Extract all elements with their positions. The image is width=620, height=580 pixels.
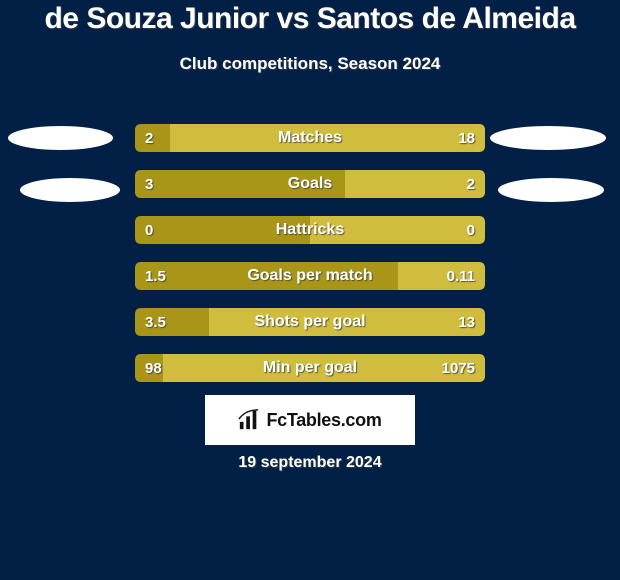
logo-text: FcTables.com	[266, 410, 381, 431]
comparison-bars: 218Matches 32Goals 00Hattricks 1.50.11Goals…	[135, 124, 485, 400]
bar-segment-right	[163, 354, 485, 382]
bar-segment-left	[135, 216, 310, 244]
bar-row: 218Matches	[135, 124, 485, 152]
bar-segment-right	[398, 262, 486, 290]
bar-row: 32Goals	[135, 170, 485, 198]
bar-row: 981075Min per goal	[135, 354, 485, 382]
bar-row: 00Hattricks	[135, 216, 485, 244]
decorative-ellipse	[498, 178, 604, 202]
bar-segment-left	[135, 354, 163, 382]
fctables-logo[interactable]: FcTables.com	[205, 395, 415, 445]
bars-chart-icon	[238, 409, 260, 431]
decorative-ellipse	[490, 126, 606, 150]
bar-segment-left	[135, 124, 170, 152]
page-title: de Souza Junior vs Santos de Almeida	[0, 2, 620, 36]
infographic-date: 19 september 2024	[0, 454, 620, 472]
bar-segment-left	[135, 308, 209, 336]
comparison-infographic: de Souza Junior vs Santos de Almeida Clu…	[0, 0, 620, 580]
bar-segment-left	[135, 262, 398, 290]
bar-segment-right	[310, 216, 485, 244]
decorative-ellipse	[8, 126, 113, 150]
bar-segment-left	[135, 170, 345, 198]
bar-row: 1.50.11Goals per match	[135, 262, 485, 290]
decorative-ellipse	[20, 178, 120, 202]
page-subtitle: Club competitions, Season 2024	[0, 54, 620, 74]
bar-segment-right	[209, 308, 486, 336]
bar-segment-right	[170, 124, 485, 152]
bar-row: 3.513Shots per goal	[135, 308, 485, 336]
bar-segment-right	[345, 170, 485, 198]
